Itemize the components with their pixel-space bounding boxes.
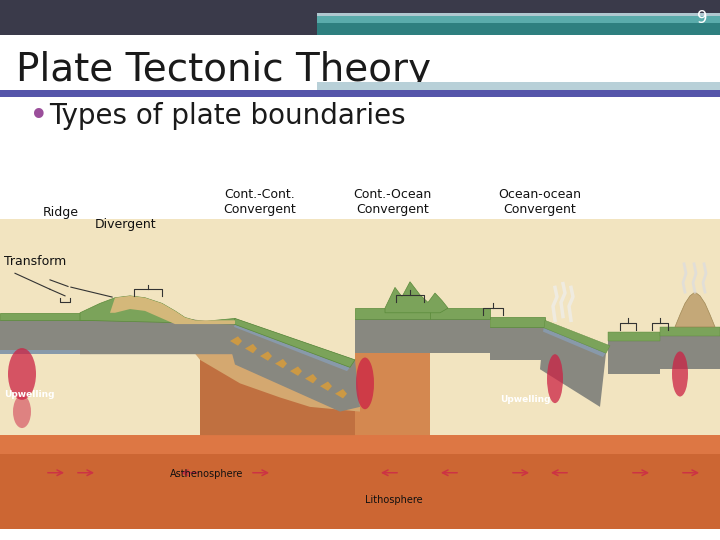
Polygon shape bbox=[80, 303, 235, 354]
Ellipse shape bbox=[13, 395, 31, 428]
Bar bbox=[317, 23, 720, 35]
Polygon shape bbox=[80, 296, 235, 324]
Text: 9: 9 bbox=[696, 9, 707, 26]
Ellipse shape bbox=[356, 357, 374, 409]
Text: Types of plate boundaries: Types of plate boundaries bbox=[49, 102, 405, 130]
Polygon shape bbox=[355, 319, 430, 353]
Text: Transform: Transform bbox=[4, 255, 66, 268]
Polygon shape bbox=[660, 336, 720, 369]
Bar bbox=[0, 435, 720, 529]
Polygon shape bbox=[110, 296, 235, 324]
Polygon shape bbox=[608, 341, 660, 374]
Polygon shape bbox=[225, 319, 360, 411]
Polygon shape bbox=[608, 332, 660, 341]
Polygon shape bbox=[305, 374, 317, 383]
Polygon shape bbox=[355, 353, 430, 435]
Bar bbox=[0, 435, 720, 454]
Polygon shape bbox=[0, 350, 110, 354]
Polygon shape bbox=[175, 320, 360, 411]
Polygon shape bbox=[660, 327, 720, 336]
Polygon shape bbox=[540, 328, 606, 407]
Polygon shape bbox=[234, 324, 350, 371]
Polygon shape bbox=[430, 319, 490, 353]
Bar bbox=[0, 90, 720, 97]
Text: Ridge: Ridge bbox=[43, 206, 79, 219]
Text: Cont.-Cont.
Convergent: Cont.-Cont. Convergent bbox=[222, 188, 296, 216]
Polygon shape bbox=[245, 344, 257, 353]
Polygon shape bbox=[230, 336, 242, 346]
Polygon shape bbox=[0, 320, 110, 352]
Polygon shape bbox=[490, 327, 545, 360]
Text: Ocean-ocean
Convergent: Ocean-ocean Convergent bbox=[498, 188, 582, 216]
Text: Asthenosphere: Asthenosphere bbox=[170, 469, 243, 480]
Polygon shape bbox=[355, 308, 430, 319]
Polygon shape bbox=[290, 367, 302, 376]
Polygon shape bbox=[544, 320, 610, 353]
Polygon shape bbox=[335, 389, 347, 399]
Ellipse shape bbox=[547, 354, 563, 403]
Text: •: • bbox=[29, 99, 48, 133]
Polygon shape bbox=[320, 381, 332, 391]
Bar bbox=[317, 13, 720, 16]
Text: Lithosphere: Lithosphere bbox=[365, 495, 423, 505]
Bar bbox=[317, 16, 720, 23]
Text: Divergent: Divergent bbox=[95, 218, 157, 231]
Polygon shape bbox=[200, 322, 355, 435]
Text: Upwelling: Upwelling bbox=[4, 390, 55, 400]
Bar bbox=[317, 82, 720, 90]
Ellipse shape bbox=[8, 348, 36, 400]
Text: Plate Tectonic Theory: Plate Tectonic Theory bbox=[16, 51, 431, 89]
Text: Cont.-Ocean
Convergent: Cont.-Ocean Convergent bbox=[354, 188, 431, 216]
Polygon shape bbox=[675, 292, 715, 327]
Polygon shape bbox=[430, 308, 490, 319]
Polygon shape bbox=[275, 359, 287, 368]
Ellipse shape bbox=[672, 352, 688, 396]
Polygon shape bbox=[385, 282, 448, 313]
Text: Upwelling: Upwelling bbox=[500, 395, 551, 404]
Polygon shape bbox=[490, 318, 545, 327]
Polygon shape bbox=[260, 352, 272, 361]
Polygon shape bbox=[234, 319, 355, 367]
Polygon shape bbox=[0, 313, 110, 320]
Polygon shape bbox=[543, 327, 606, 357]
Bar bbox=[0, 0, 720, 35]
